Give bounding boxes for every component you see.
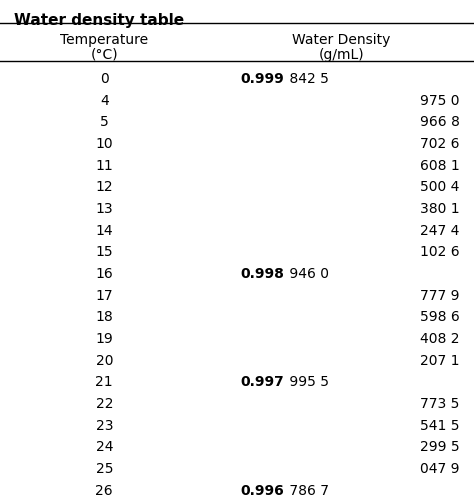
- Text: 299 5: 299 5: [420, 441, 460, 455]
- Text: 4: 4: [100, 94, 109, 108]
- Text: 19: 19: [95, 332, 113, 346]
- Text: 995 5: 995 5: [285, 375, 329, 389]
- Text: 18: 18: [95, 310, 113, 324]
- Text: 0: 0: [100, 72, 109, 86]
- Text: 842 5: 842 5: [285, 72, 329, 86]
- Text: 15: 15: [95, 245, 113, 260]
- Text: 966 8: 966 8: [420, 115, 460, 129]
- Text: 5: 5: [100, 115, 109, 129]
- Text: (°C): (°C): [91, 48, 118, 62]
- Text: 975 0: 975 0: [420, 94, 460, 108]
- Text: (g/mL): (g/mL): [319, 48, 364, 62]
- Text: 408 2: 408 2: [420, 332, 460, 346]
- Text: 10: 10: [95, 137, 113, 151]
- Text: 22: 22: [96, 397, 113, 411]
- Text: 13: 13: [95, 202, 113, 216]
- Text: 14: 14: [95, 224, 113, 238]
- Text: 247 4: 247 4: [420, 224, 460, 238]
- Text: 0.996: 0.996: [241, 484, 284, 498]
- Text: 0.998: 0.998: [240, 267, 284, 281]
- Text: 500 4: 500 4: [420, 181, 460, 194]
- Text: 608 1: 608 1: [420, 158, 460, 173]
- Text: 20: 20: [96, 354, 113, 368]
- Text: 946 0: 946 0: [285, 267, 329, 281]
- Text: 11: 11: [95, 158, 113, 173]
- Text: 541 5: 541 5: [420, 419, 460, 433]
- Text: 102 6: 102 6: [420, 245, 460, 260]
- Text: 12: 12: [95, 181, 113, 194]
- Text: Water Density: Water Density: [292, 33, 391, 47]
- Text: 380 1: 380 1: [420, 202, 460, 216]
- Text: 0.999: 0.999: [241, 72, 284, 86]
- Text: 25: 25: [96, 462, 113, 476]
- Text: Water density table: Water density table: [14, 13, 184, 28]
- Text: 16: 16: [95, 267, 113, 281]
- Text: 773 5: 773 5: [420, 397, 460, 411]
- Text: 047 9: 047 9: [420, 462, 460, 476]
- Text: 598 6: 598 6: [420, 310, 460, 324]
- Text: Temperature: Temperature: [60, 33, 148, 47]
- Text: 23: 23: [96, 419, 113, 433]
- Text: 702 6: 702 6: [420, 137, 460, 151]
- Text: 24: 24: [96, 441, 113, 455]
- Text: 17: 17: [95, 289, 113, 303]
- Text: 207 1: 207 1: [420, 354, 460, 368]
- Text: 26: 26: [95, 484, 113, 498]
- Text: 777 9: 777 9: [420, 289, 460, 303]
- Text: 786 7: 786 7: [285, 484, 329, 498]
- Text: 0.997: 0.997: [241, 375, 284, 389]
- Text: 21: 21: [95, 375, 113, 389]
